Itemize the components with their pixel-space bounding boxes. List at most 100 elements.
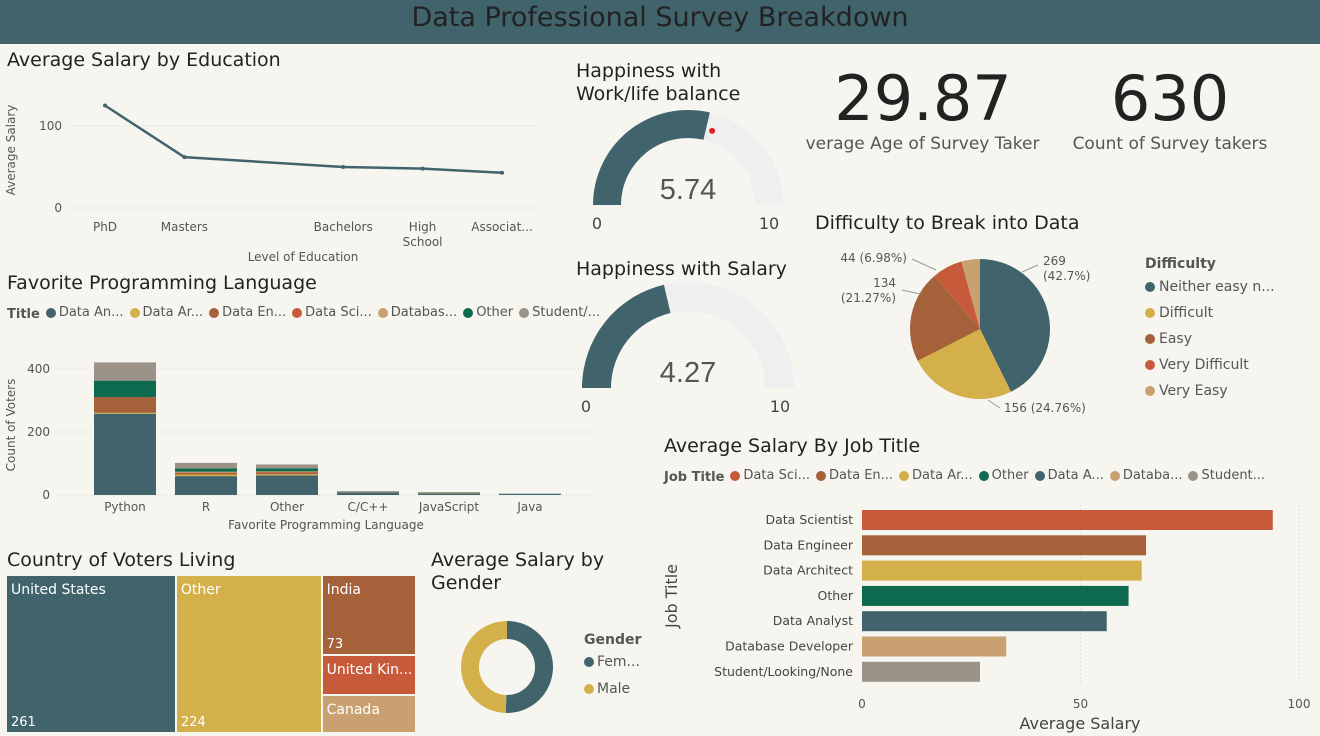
legend-dot <box>45 307 56 318</box>
job-salary-bar <box>862 611 1107 632</box>
job-legend-label: Data Ar... <box>912 468 973 483</box>
legend-dot <box>584 683 594 694</box>
lang-bar-segment <box>94 412 156 414</box>
difficulty-pie-slice <box>961 259 980 329</box>
gender-legend-title: Gender <box>584 632 642 648</box>
lang-bar-segment <box>94 413 156 495</box>
treemap-cell[interactable]: United Kin... <box>322 655 417 696</box>
lang-y-tick: 0 <box>42 488 50 502</box>
difficulty-data-label-line: (42.7%) <box>1043 269 1090 283</box>
difficulty-legend-item[interactable]: Neither easy n... <box>1145 274 1275 300</box>
job-legend-item[interactable]: Data A... <box>1034 468 1104 483</box>
edu-y-axis-label: Average Salary <box>4 105 18 196</box>
lang-x-axis-label: Favorite Programming Language <box>228 518 424 532</box>
lang-bar-segment <box>175 472 237 473</box>
difficulty-title: Difficulty to Break into Data <box>815 212 1080 234</box>
lang-bar-segment <box>175 471 237 473</box>
work-life-gauge-value: 5.74 <box>660 174 716 206</box>
difficulty-legend-title: Difficulty <box>1145 256 1216 272</box>
job-x-tick: 50 <box>1073 697 1088 711</box>
difficulty-legend-label: Very Difficult <box>1159 357 1249 373</box>
lang-legend-item[interactable]: Data Ar... <box>129 305 204 320</box>
treemap-cell[interactable]: United States 261 <box>7 576 177 734</box>
lang-legend-label: Data Ar... <box>142 305 204 320</box>
treemap-cell-label: Other <box>180 582 221 598</box>
job-salary-bar-chart[interactable]: 0 50 100 Data Scientist Data Engineer Data Ar… <box>655 500 1320 736</box>
difficulty-legend-label: Neither easy n... <box>1159 279 1275 295</box>
lang-legend-item[interactable]: Other <box>463 305 513 320</box>
difficulty-legend[interactable]: Difficulty Neither easy n... Difficult Easy… <box>1145 256 1275 404</box>
difficulty-legend-item[interactable]: Very Easy <box>1145 378 1275 404</box>
difficulty-legend-item[interactable]: Very Difficult <box>1145 352 1275 378</box>
job-y-tick: Student/Looking/None <box>714 664 853 679</box>
legend-dot <box>1145 282 1155 292</box>
job-salary-bar <box>862 510 1273 530</box>
legend-dot <box>519 307 530 318</box>
legend-dot <box>1188 470 1199 481</box>
legend-dot <box>1109 470 1120 481</box>
difficulty-legend-item[interactable]: Difficult <box>1145 300 1275 326</box>
legend-dot <box>292 307 303 318</box>
gender-legend-item[interactable]: Fem... <box>584 648 641 675</box>
job-legend[interactable]: Job Title Data Sci... Data En... Data Ar...… <box>664 468 1271 485</box>
lang-legend-item[interactable]: Data An... <box>45 305 124 320</box>
salary-happiness-gauge[interactable]: 4.27 0 10 <box>568 283 808 418</box>
job-legend-item[interactable]: Other <box>978 468 1029 483</box>
gender-donut-slice <box>505 621 553 713</box>
job-legend-item[interactable]: Data En... <box>816 468 893 483</box>
lang-legend-item[interactable]: Data Sci... <box>292 305 372 320</box>
difficulty-pie-slice <box>917 329 1011 399</box>
gender-legend-label: Fem... <box>597 653 640 670</box>
treemap-cell[interactable]: Canada <box>322 695 417 734</box>
country-treemap[interactable]: United States 261 Other 224 India 73 United Ki… <box>7 576 417 734</box>
job-legend-label: Student... <box>1201 468 1266 483</box>
difficulty-pie-slice <box>910 275 980 361</box>
difficulty-data-label: 269 (42.7%) <box>1043 254 1090 283</box>
work-life-gauge-fill <box>593 109 710 205</box>
lang-x-tick: R <box>202 500 210 514</box>
lang-x-tick: JavaScript <box>418 500 479 514</box>
edu-x-tick: School <box>403 235 443 249</box>
gender-legend-item[interactable]: Male <box>584 675 641 702</box>
lang-bar-segment <box>256 472 318 475</box>
job-legend-item[interactable]: Data Ar... <box>899 468 973 483</box>
lang-bar-segment <box>337 492 399 495</box>
difficulty-label-leader <box>911 258 937 271</box>
treemap-cell[interactable]: Other 224 <box>176 576 323 734</box>
work-life-gauge[interactable]: 5.74 0 10 <box>578 105 798 235</box>
lang-bar-segment <box>256 472 318 473</box>
lang-legend-item[interactable]: Student/... <box>519 305 600 320</box>
difficulty-legend-label: Difficult <box>1159 305 1214 321</box>
lang-bar-segment <box>256 464 318 469</box>
legend-dot <box>377 307 388 318</box>
job-legend-item[interactable]: Data Sci... <box>730 468 810 483</box>
gender-donut-chart[interactable] <box>455 615 560 720</box>
difficulty-data-label-line: 134 <box>873 276 896 290</box>
lang-legend-label: Data Sci... <box>305 305 372 320</box>
lang-bar-segment <box>256 468 318 472</box>
lang-stacked-bar-chart[interactable]: 0 200 400 Python R Other C/C++ JavaScript Java Fa… <box>0 345 600 540</box>
lang-legend-item[interactable]: Data En... <box>209 305 286 320</box>
edu-data-point <box>420 166 425 171</box>
legend-dot <box>1145 334 1155 344</box>
work-life-gauge-target-marker <box>709 127 716 134</box>
difficulty-legend-item[interactable]: Easy <box>1145 326 1275 352</box>
job-legend-item[interactable]: Databa... <box>1109 468 1182 483</box>
lang-bar-segment <box>94 397 156 413</box>
lang-legend-item[interactable]: Databas... <box>377 305 457 320</box>
lang-x-tick: Python <box>104 500 146 514</box>
edu-x-tick: Associat... <box>471 220 533 234</box>
treemap-cell-label: United Kin... <box>326 661 413 678</box>
difficulty-pie-slice <box>980 259 1050 392</box>
lang-chart-title: Favorite Programming Language <box>7 272 317 294</box>
difficulty-pie-chart[interactable]: 269 (42.7%) 156 (24.76%) 134 (21.27%) 44 (6.9… <box>810 240 1140 425</box>
treemap-cell[interactable]: India 73 <box>322 576 417 656</box>
gender-donut-slice <box>460 621 507 713</box>
job-legend-item[interactable]: Student... <box>1188 468 1265 483</box>
lang-legend[interactable]: Title Data An... Data Ar... Data En... Data … <box>7 305 606 322</box>
lang-bar-segment <box>175 474 237 477</box>
lang-bar-segment <box>175 468 237 472</box>
gender-legend[interactable]: Gender Fem... Male <box>584 632 641 702</box>
legend-dot <box>1034 470 1045 481</box>
